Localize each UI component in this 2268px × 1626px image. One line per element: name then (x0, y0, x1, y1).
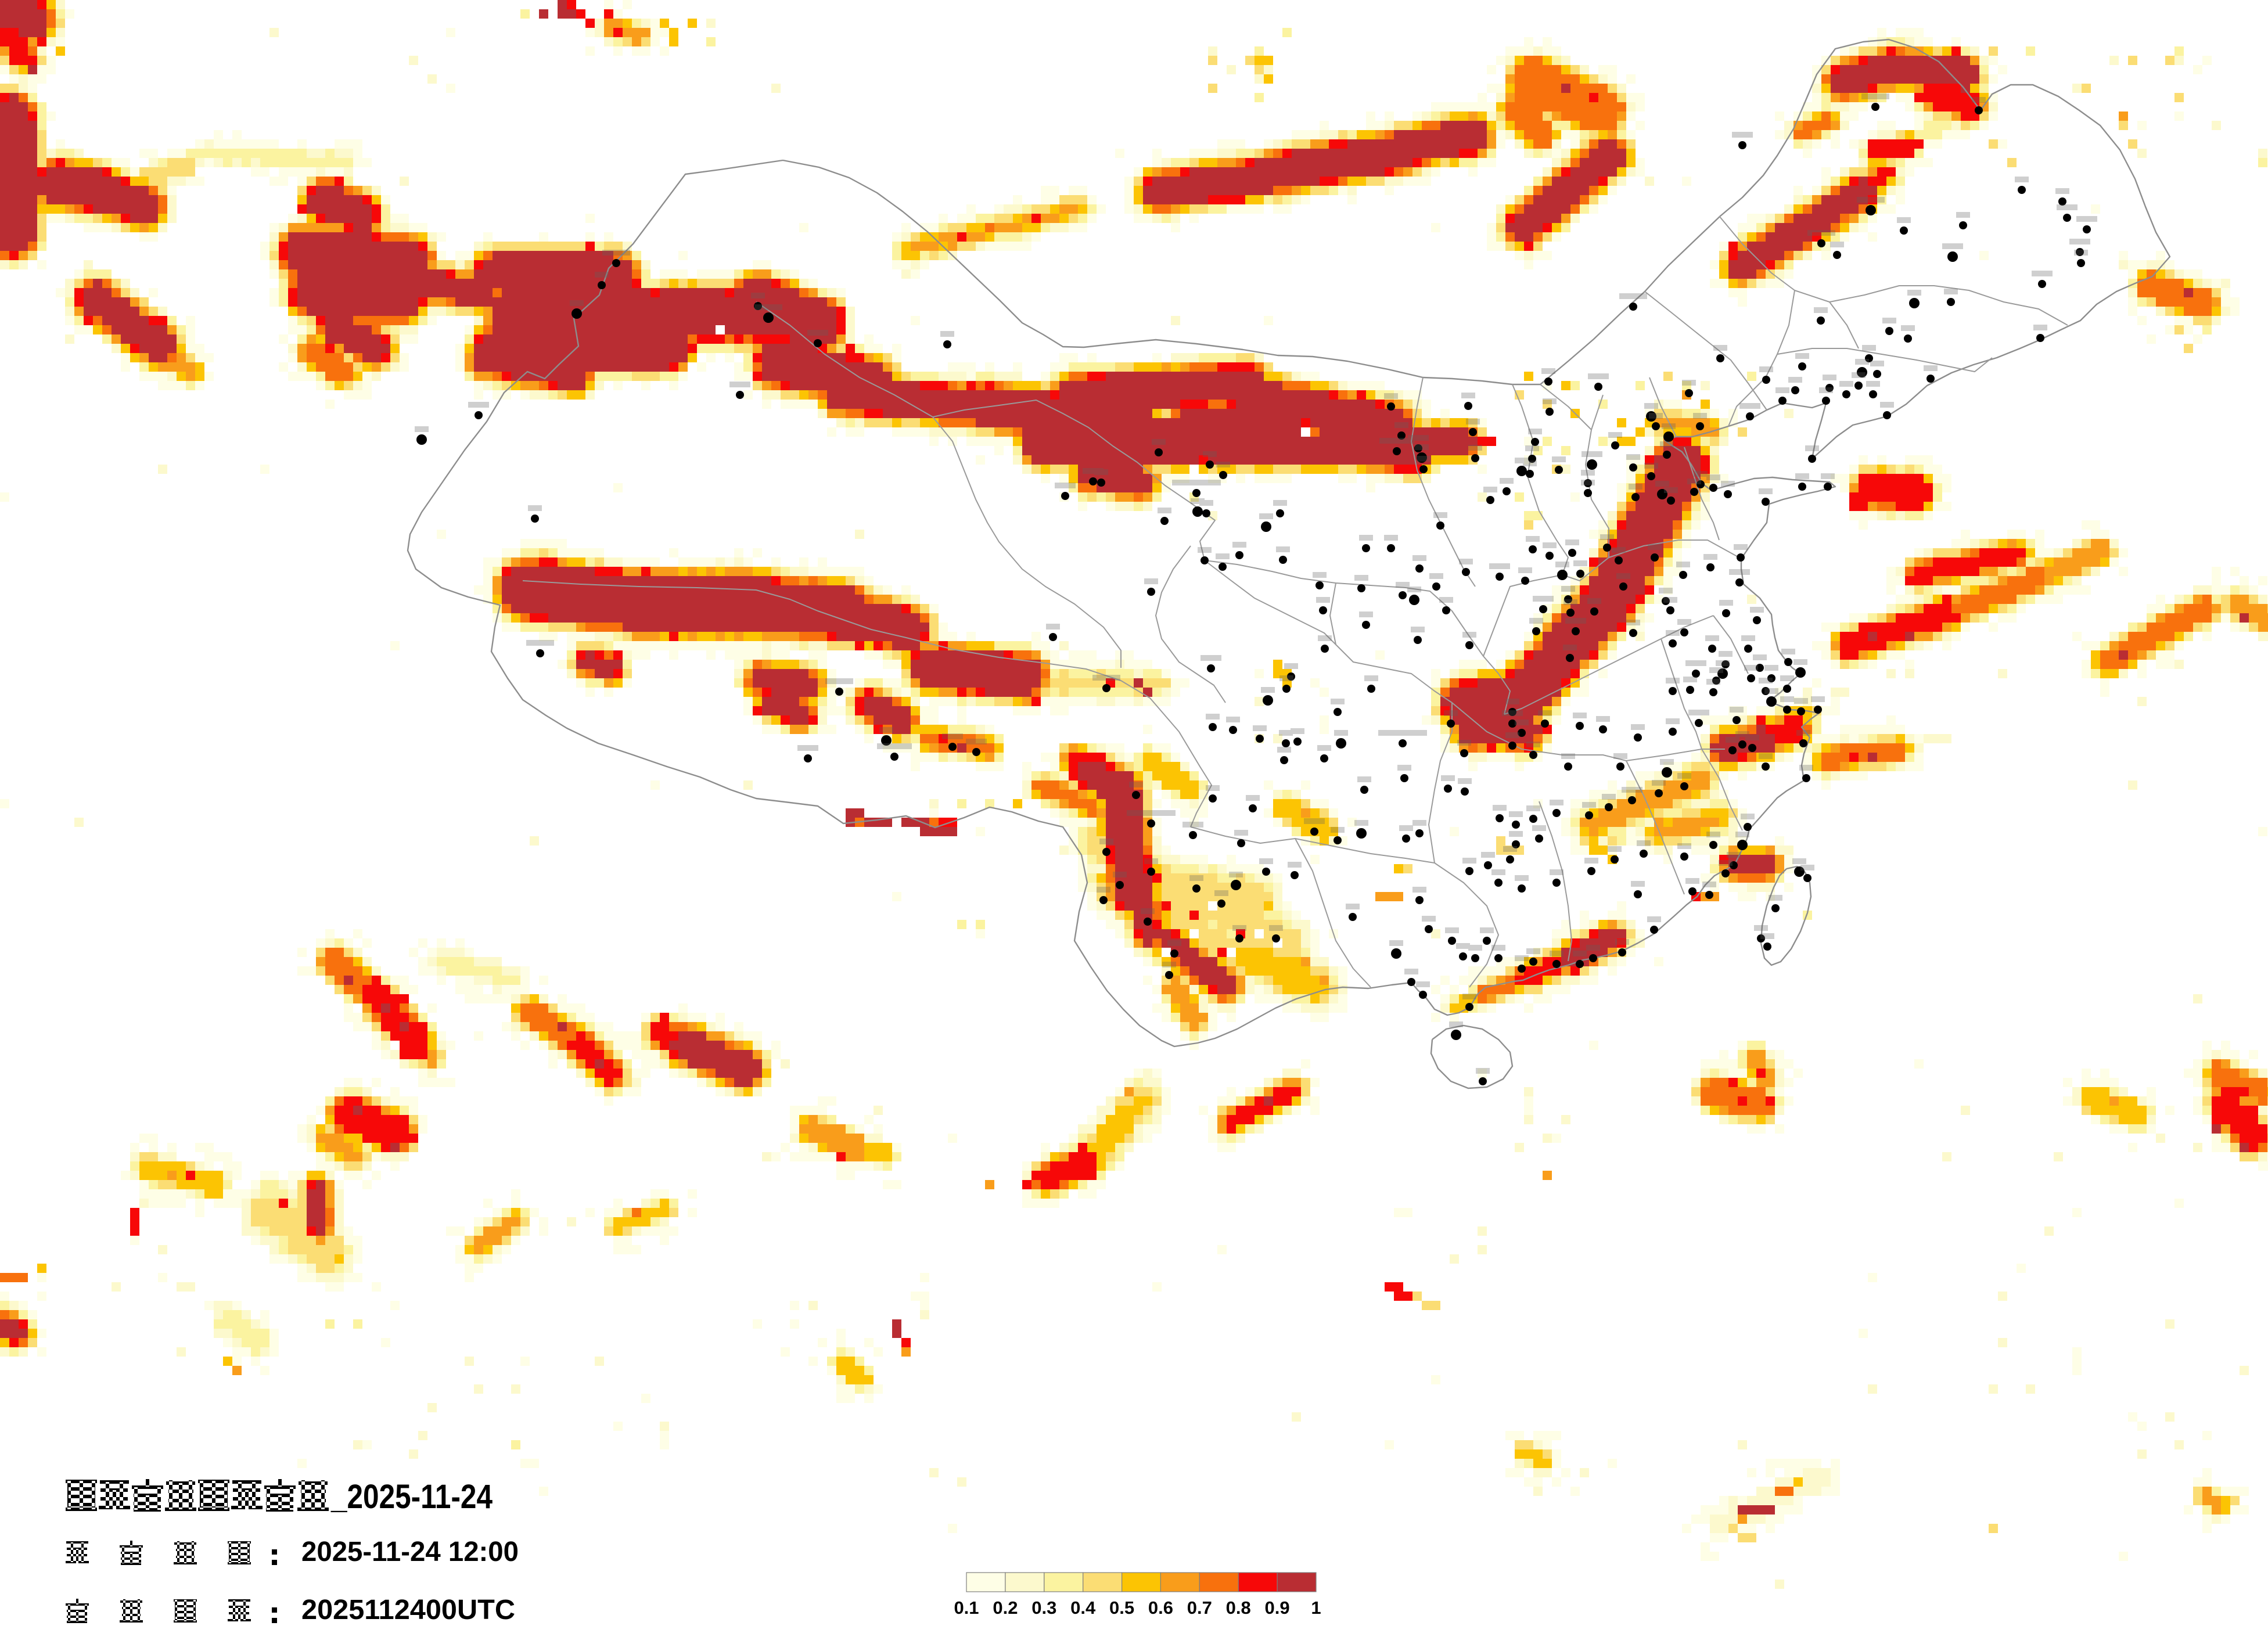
svg-text:0.6: 0.6 (1148, 1598, 1173, 1618)
svg-text:2025-11-24 12:00: 2025-11-24 12:00 (301, 1537, 519, 1567)
svg-text:0.1: 0.1 (954, 1598, 979, 1618)
svg-text:0.5: 0.5 (1109, 1598, 1134, 1618)
svg-text:_2025-11-24: _2025-11-24 (330, 1478, 493, 1516)
svg-text:0.3: 0.3 (1031, 1598, 1056, 1618)
svg-text:0.9: 0.9 (1265, 1598, 1290, 1618)
svg-text:0.7: 0.7 (1187, 1598, 1212, 1618)
svg-text:1: 1 (1311, 1598, 1321, 1618)
svg-text:0.2: 0.2 (993, 1598, 1018, 1618)
svg-text:0.8: 0.8 (1226, 1598, 1251, 1618)
svg-text:0.4: 0.4 (1070, 1598, 1096, 1618)
svg-text:2025112400UTC: 2025112400UTC (301, 1595, 515, 1625)
